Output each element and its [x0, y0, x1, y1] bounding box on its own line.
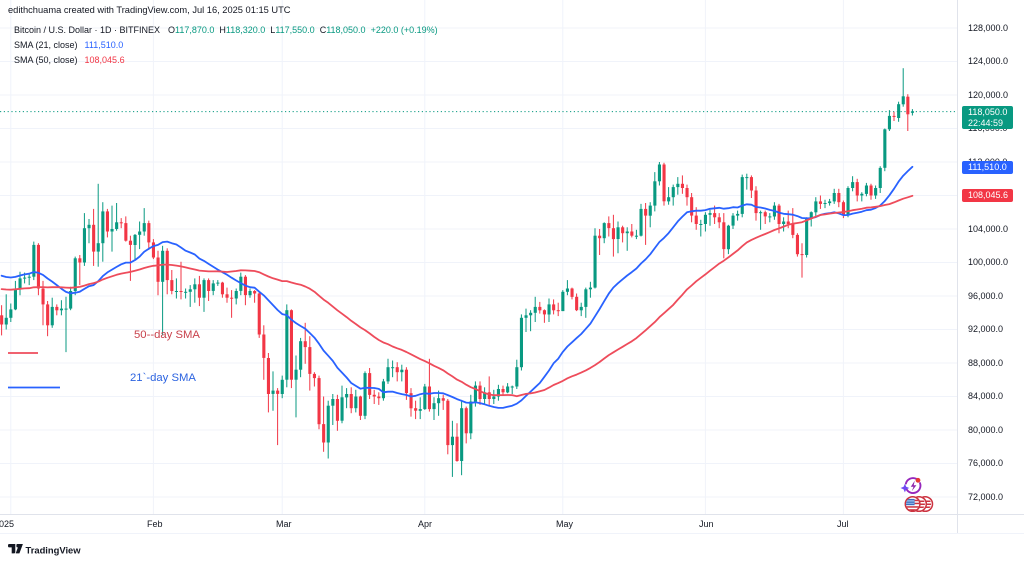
svg-text:TradingView: TradingView — [26, 544, 82, 555]
